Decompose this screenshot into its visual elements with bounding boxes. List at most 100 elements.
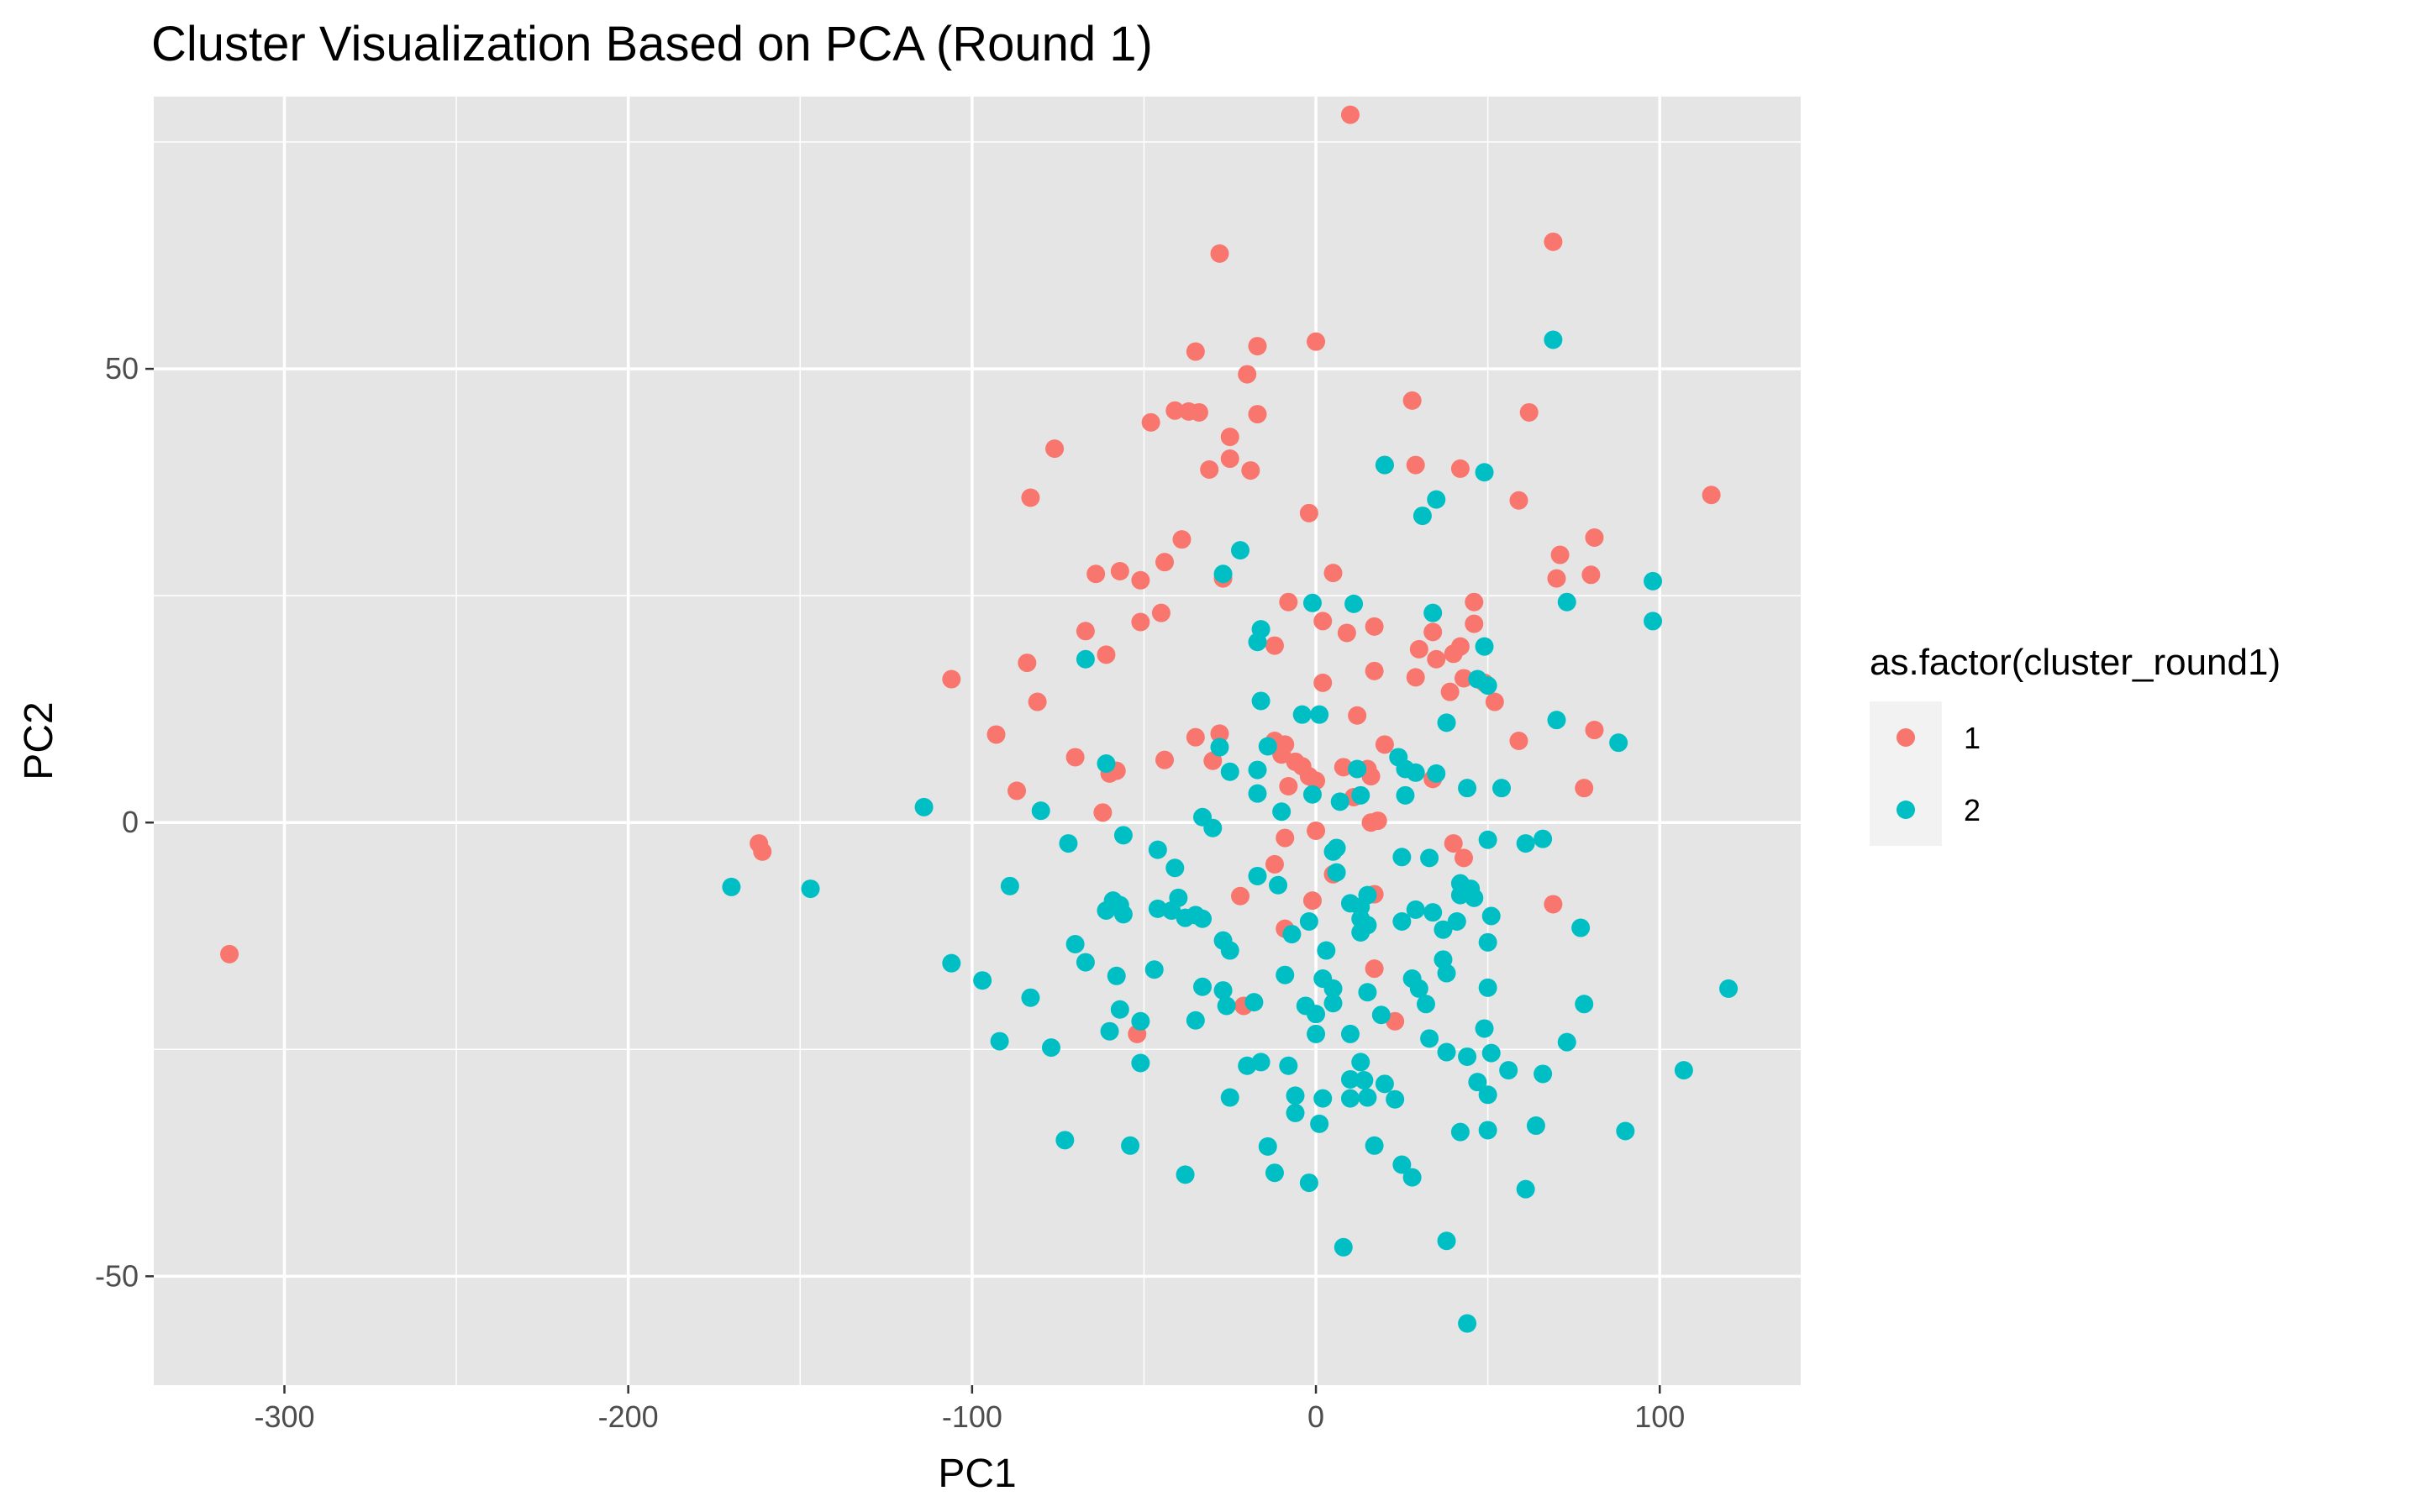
y-axis-ticks: -50 0 50	[95, 351, 154, 1293]
data-point-cluster-2	[1437, 1231, 1456, 1251]
data-point-cluster-2	[722, 877, 741, 896]
data-point-cluster-2	[1458, 779, 1477, 798]
data-point-cluster-1	[1155, 553, 1175, 572]
data-point-cluster-2	[1238, 1056, 1257, 1075]
data-point-cluster-2	[1427, 764, 1446, 783]
data-point-cluster-2	[990, 1032, 1009, 1051]
data-point-cluster-2	[1475, 637, 1494, 656]
data-point-cluster-2	[1478, 676, 1497, 696]
data-point-cluster-2	[1478, 1121, 1497, 1140]
data-point-cluster-2	[1609, 733, 1628, 753]
data-point-cluster-2	[1286, 1103, 1305, 1122]
data-point-cluster-2	[1299, 911, 1318, 931]
data-point-cluster-1	[1544, 895, 1563, 914]
data-point-cluster-1	[1307, 332, 1326, 351]
data-point-cluster-2	[1344, 594, 1364, 613]
data-point-cluster-2	[1248, 866, 1267, 885]
data-point-cluster-2	[1437, 1042, 1456, 1062]
data-point-cluster-2	[1547, 711, 1566, 730]
data-point-cluster-2	[1059, 834, 1078, 853]
data-point-cluster-2	[1516, 1179, 1535, 1199]
data-point-cluster-2	[1144, 960, 1164, 979]
data-point-cluster-1	[1454, 848, 1473, 868]
data-point-cluster-1	[1265, 636, 1284, 655]
data-point-cluster-2	[1162, 901, 1181, 921]
data-point-cluster-2	[1423, 903, 1443, 922]
data-point-cluster-2	[1358, 1088, 1377, 1107]
data-point-cluster-1	[1151, 603, 1171, 622]
data-point-cluster-2	[801, 879, 820, 899]
x-tick-label: -200	[598, 1399, 659, 1434]
data-point-cluster-2	[1534, 829, 1553, 848]
data-point-cluster-1	[1272, 745, 1292, 764]
data-point-cluster-2	[1323, 979, 1343, 998]
data-point-cluster-1	[1276, 828, 1295, 848]
legend-label: 1	[1964, 721, 1981, 755]
data-point-cluster-1	[1307, 821, 1326, 840]
data-point-cluster-2	[942, 953, 961, 973]
data-point-cluster-2	[1616, 1121, 1635, 1141]
data-point-cluster-1	[1093, 803, 1113, 822]
data-point-cluster-2	[1307, 1024, 1326, 1043]
data-point-cluster-2	[1468, 1073, 1487, 1092]
data-point-cluster-1	[1248, 405, 1267, 424]
data-point-cluster-2	[1478, 1085, 1497, 1105]
data-point-cluster-2	[1220, 762, 1239, 781]
data-point-cluster-1	[1519, 402, 1539, 422]
data-point-cluster-1	[220, 944, 239, 963]
data-point-cluster-2	[1420, 848, 1439, 868]
data-point-cluster-2	[1248, 633, 1267, 652]
data-point-cluster-2	[1317, 941, 1336, 960]
data-point-cluster-2	[1499, 1061, 1518, 1080]
data-point-cluster-1	[1485, 692, 1504, 711]
data-point-cluster-2	[1674, 1061, 1693, 1080]
data-point-cluster-1	[1028, 692, 1047, 711]
data-point-cluster-2	[1213, 564, 1233, 584]
data-point-cluster-1	[1065, 748, 1085, 767]
data-point-cluster-1	[1440, 682, 1460, 701]
data-point-cluster-1	[1585, 528, 1604, 548]
legend-label: 2	[1964, 793, 1981, 827]
data-point-cluster-2	[1203, 818, 1223, 837]
data-point-cluster-2	[1450, 1122, 1470, 1142]
data-point-cluster-2	[1392, 911, 1412, 931]
x-axis-ticks: -300 -200 -100 0 100	[254, 1385, 1685, 1434]
data-point-cluster-1	[1427, 649, 1446, 669]
data-point-cluster-2	[1396, 785, 1415, 805]
data-point-cluster-1	[1454, 669, 1473, 688]
data-point-cluster-2	[1358, 983, 1377, 1002]
data-point-cluster-2	[1113, 826, 1133, 845]
major-gridlines	[154, 97, 1801, 1385]
data-point-cluster-1	[1210, 724, 1229, 743]
data-point-cluster-2	[1392, 1155, 1412, 1174]
data-point-cluster-2	[973, 971, 992, 990]
data-point-cluster-2	[1437, 713, 1456, 732]
data-point-cluster-1	[1141, 412, 1160, 432]
data-point-cluster-2	[1055, 1131, 1075, 1150]
data-point-cluster-2	[1031, 801, 1050, 821]
data-point-cluster-2	[1355, 1071, 1374, 1090]
data-point-cluster-2	[1375, 1074, 1394, 1094]
data-point-cluster-1	[986, 725, 1006, 744]
data-point-cluster-1	[942, 669, 961, 689]
data-point-cluster-1	[1086, 564, 1106, 584]
data-point-cluster-1	[1189, 402, 1208, 422]
data-point-cluster-2	[1176, 908, 1195, 927]
data-point-cluster-2	[1392, 848, 1412, 867]
data-point-cluster-1	[1200, 459, 1219, 479]
data-point-cluster-1	[1021, 488, 1040, 507]
data-point-cluster-2	[1351, 922, 1370, 942]
y-axis-title: PC2	[17, 701, 61, 780]
data-point-cluster-2	[1348, 759, 1367, 779]
data-point-cluster-2	[1323, 994, 1343, 1013]
data-point-cluster-2	[1110, 1000, 1129, 1019]
x-tick-label: 100	[1634, 1399, 1685, 1434]
data-point-cluster-2	[1193, 909, 1213, 928]
data-point-cluster-1	[1509, 491, 1528, 510]
data-point-cluster-2	[1327, 863, 1346, 882]
data-point-cluster-1	[1299, 503, 1318, 522]
data-point-cluster-1	[1248, 337, 1267, 356]
data-point-cluster-2	[1475, 1019, 1494, 1038]
data-point-cluster-2	[1220, 941, 1239, 960]
data-point-cluster-1	[1238, 365, 1257, 384]
